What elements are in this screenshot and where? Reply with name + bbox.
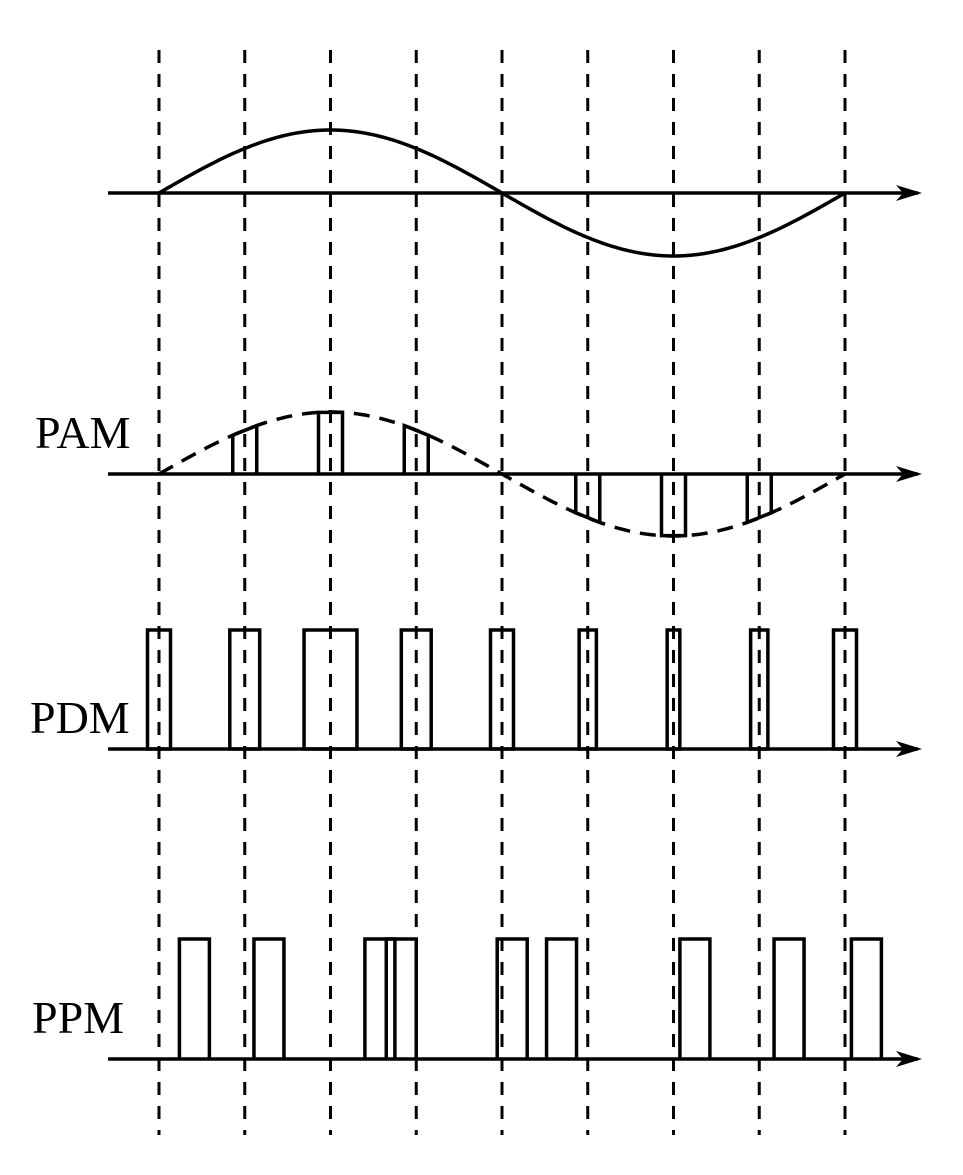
sample-lines xyxy=(157,50,847,1135)
ppm-pulse-4 xyxy=(384,937,418,1059)
signal-axis-arrow xyxy=(896,185,922,201)
ppm-pulse-8 xyxy=(772,937,806,1059)
ppm-pulse-9 xyxy=(849,937,884,1059)
axes xyxy=(108,185,922,1067)
pam-pulse-8 xyxy=(745,474,773,525)
pam-pulse-7 xyxy=(659,474,688,538)
pam-pulse-4 xyxy=(402,423,430,474)
ppm-pulse-6 xyxy=(544,937,579,1059)
pam-pulse-2 xyxy=(231,423,259,474)
ppm-pulse-3 xyxy=(363,937,397,1059)
pam-label: PAM xyxy=(35,407,130,458)
ppm-axis-arrow xyxy=(896,1051,922,1067)
ppm-label: PPM xyxy=(32,992,124,1043)
ppm-pulse-5 xyxy=(495,937,529,1059)
pdm-axis-arrow xyxy=(896,741,922,757)
ppm-pulse-7 xyxy=(678,937,712,1059)
ppm-pulse-1 xyxy=(177,937,212,1059)
ppm-waveform xyxy=(177,937,884,1059)
pdm-waveform xyxy=(145,628,859,751)
pam-pulse-6 xyxy=(574,474,602,525)
pam-pulse-3 xyxy=(316,410,345,474)
pam-axis-arrow xyxy=(896,466,922,482)
pdm-label: PDM xyxy=(30,692,130,743)
ppm-pulse-2 xyxy=(252,937,286,1059)
